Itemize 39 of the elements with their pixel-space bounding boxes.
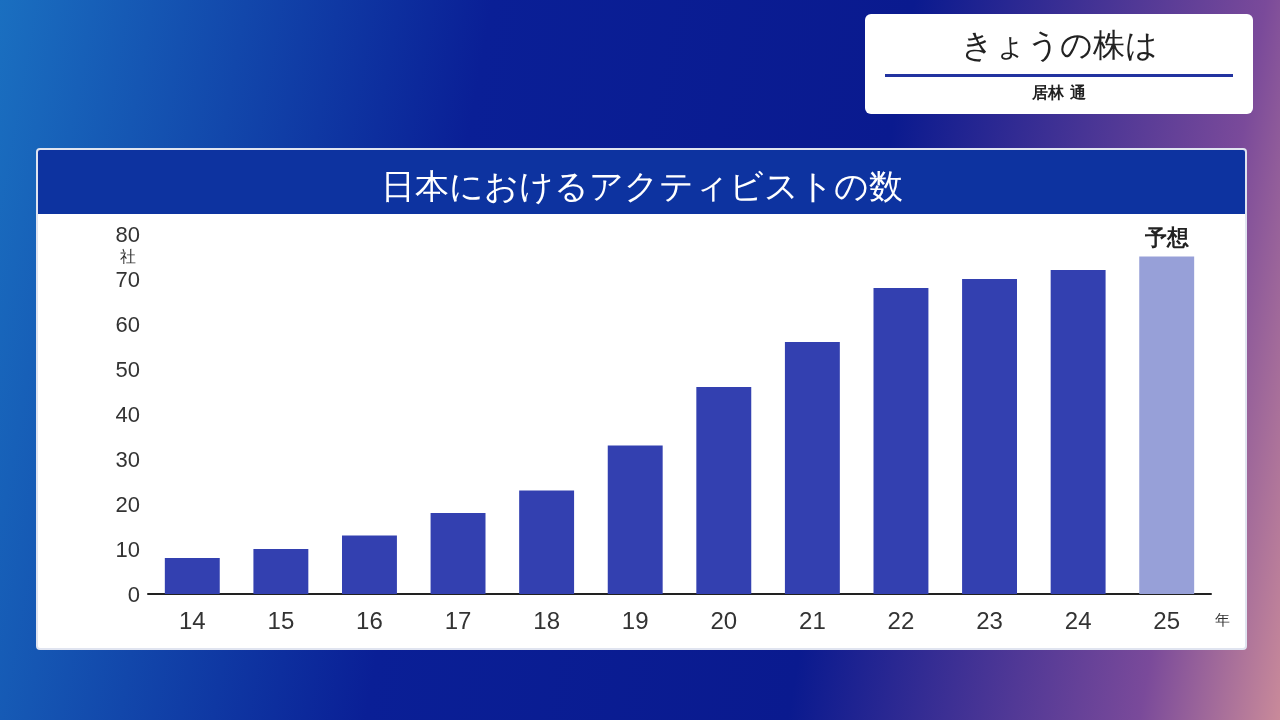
- chart-title: 日本におけるアクティビストの数: [380, 167, 903, 205]
- bar: [962, 279, 1017, 594]
- y-tick-label: 10: [115, 536, 140, 562]
- y-tick-label: 0: [127, 581, 140, 607]
- bar: [1050, 270, 1106, 594]
- bar: [164, 558, 220, 594]
- bar: [784, 342, 840, 594]
- x-tick-label: 15: [267, 606, 295, 634]
- x-tick-label: 14: [178, 606, 206, 634]
- y-tick-label: 30: [115, 446, 140, 472]
- x-tick-label: 22: [887, 606, 915, 634]
- x-tick-label: 24: [1064, 606, 1092, 634]
- x-tick-label: 19: [621, 606, 649, 634]
- y-tick-label: 40: [115, 401, 140, 427]
- annotation: 予想: [1143, 225, 1189, 250]
- bar: [430, 513, 486, 594]
- x-tick-label: 17: [444, 606, 472, 634]
- x-tick-label: 20: [710, 606, 738, 634]
- bar: [342, 535, 397, 594]
- text: 居林 通: [1031, 83, 1087, 104]
- x-tick-label: 18: [533, 606, 560, 634]
- bar: [519, 490, 575, 594]
- x-axis-title: 年: [1215, 611, 1230, 628]
- y-tick-label: 60: [115, 311, 140, 337]
- y-tick-label: 80: [115, 221, 140, 247]
- y-tick-label: 50: [115, 356, 140, 382]
- y-tick-label: 70: [115, 266, 140, 292]
- bar: [873, 288, 929, 594]
- x-tick-label: 23: [976, 606, 1003, 634]
- bar: [607, 445, 663, 594]
- y-axis-title: 社: [120, 247, 136, 265]
- bar: [696, 387, 752, 594]
- x-tick-label: 21: [799, 606, 826, 634]
- text: きょうの株は: [959, 25, 1159, 66]
- x-tick-label: 25: [1153, 606, 1181, 634]
- y-tick-label: 20: [115, 491, 140, 517]
- bar: [1139, 256, 1195, 594]
- x-tick-label: 16: [356, 606, 383, 634]
- bar: [253, 549, 309, 594]
